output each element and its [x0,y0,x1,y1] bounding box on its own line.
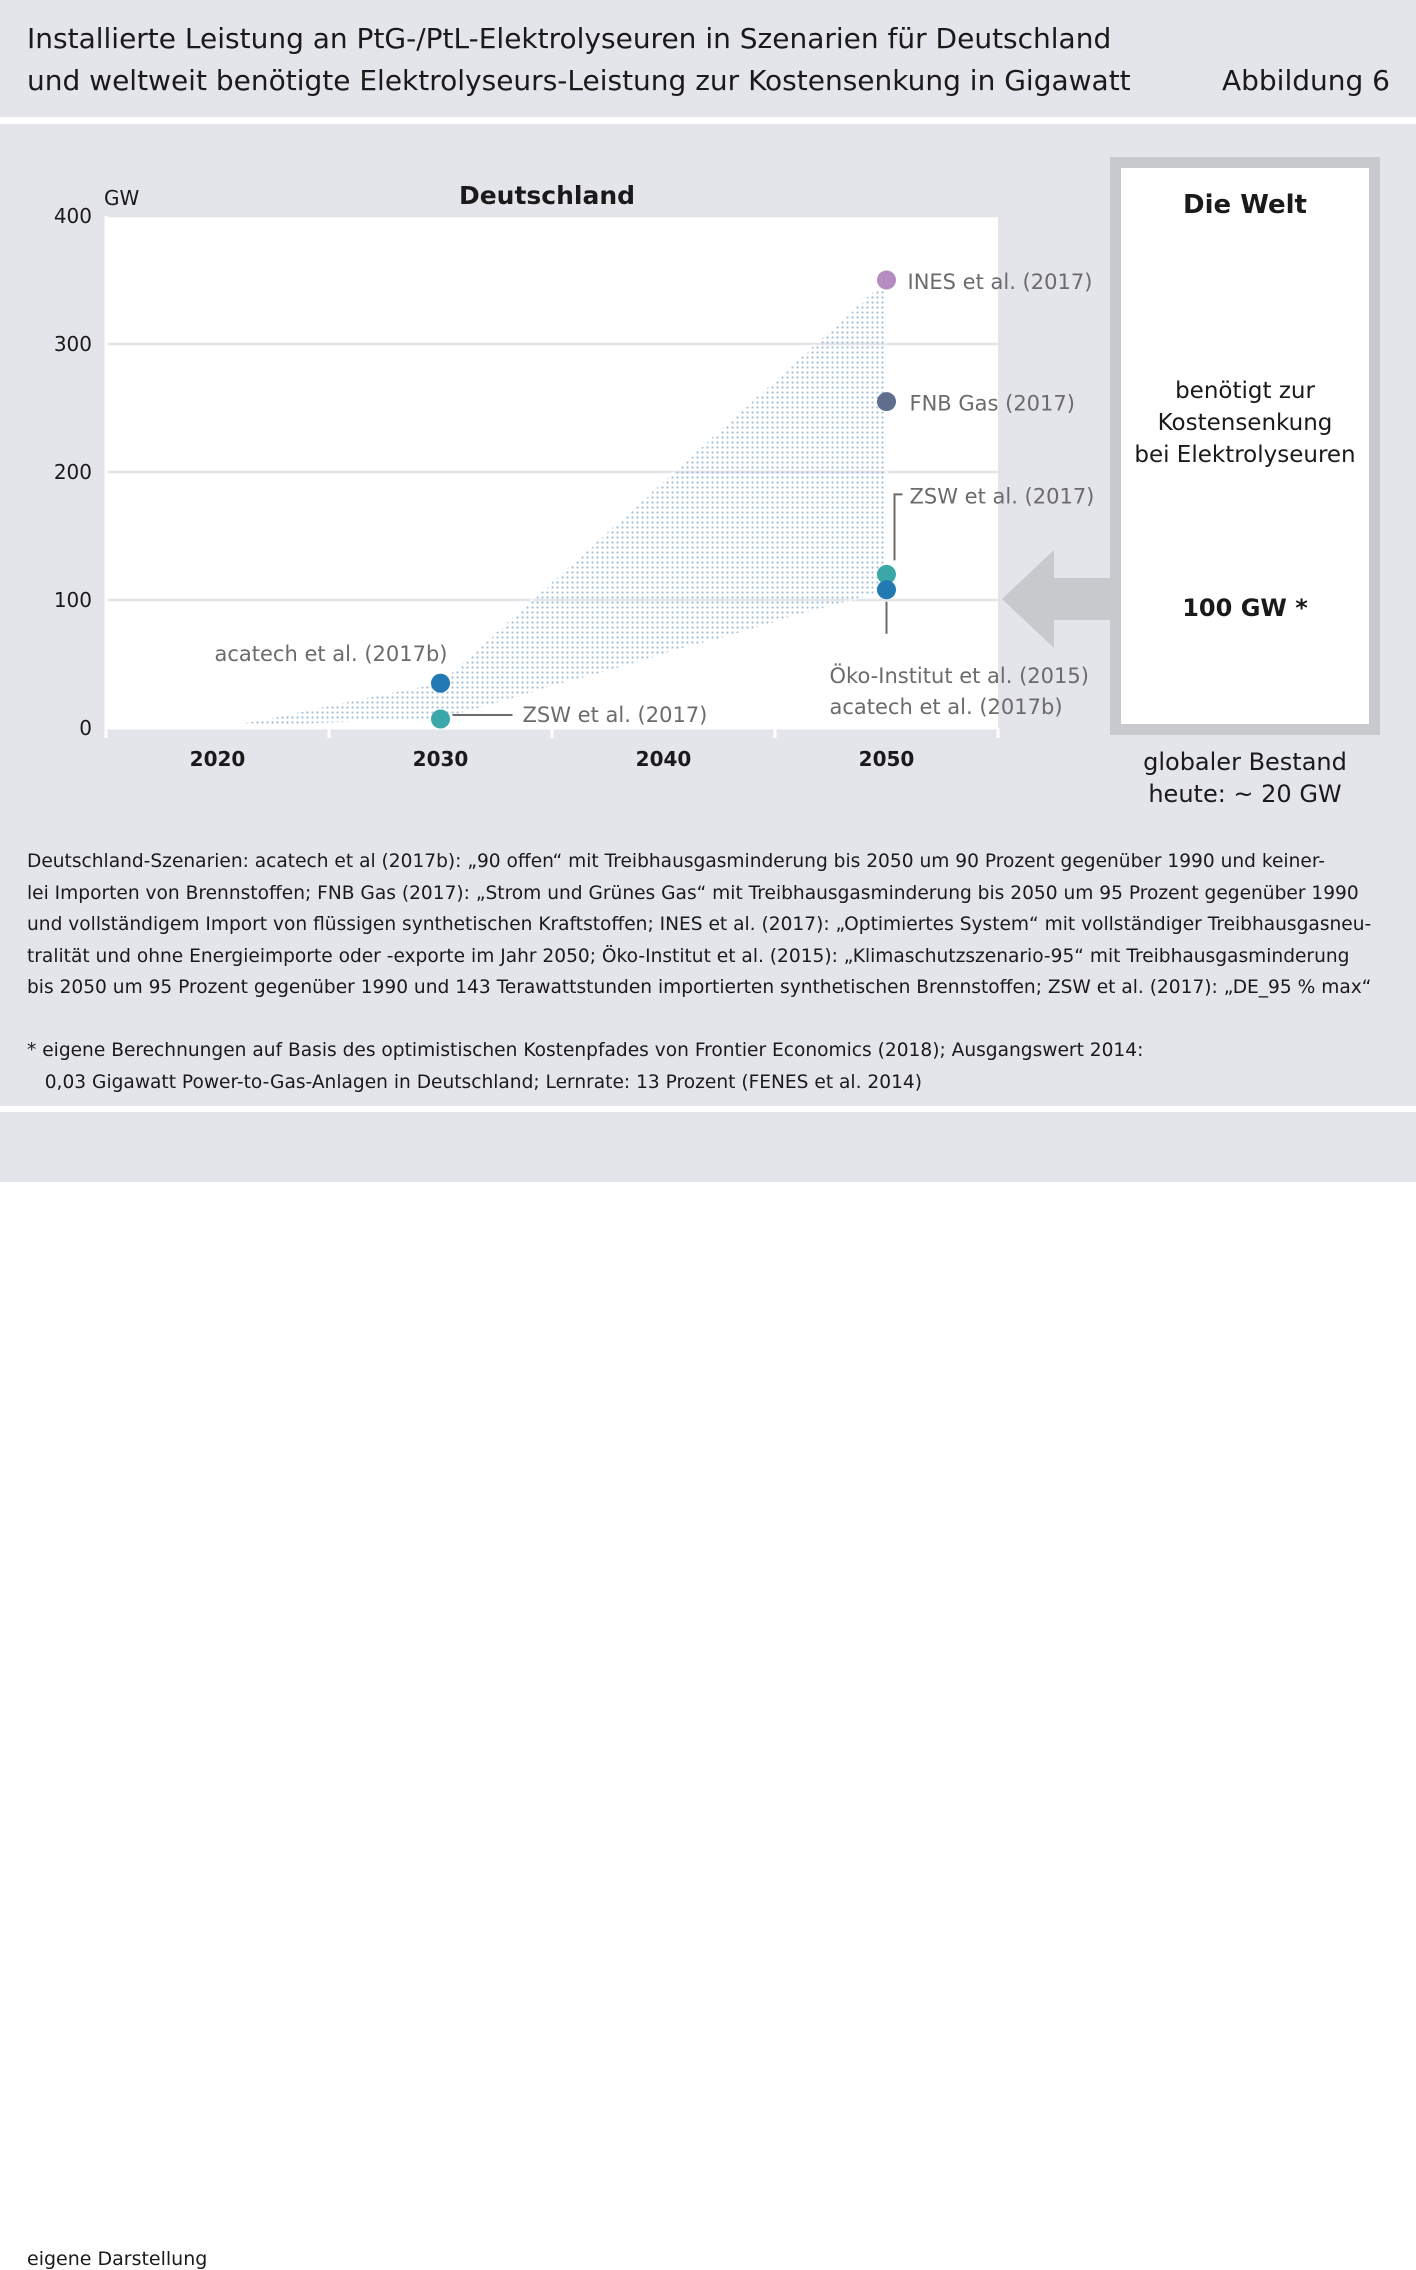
data-point [877,580,896,600]
y-tick-label: 400 [54,204,92,228]
axes [104,216,1000,738]
footnote-line: * eigene Berechnungen auf Basis des opti… [27,1040,1144,1061]
x-tick-label: 2020 [190,747,246,771]
figure-title-line-1: Installierte Leistung an PtG-/PtL-Elektr… [27,22,1112,55]
world-value: 100 GW * [1182,594,1308,622]
world-desc-line: benötigt zur [1175,378,1315,404]
footer-band: eigene Darstellung [0,1112,1416,2270]
scenario-points [431,270,896,729]
header-band: Installierte Leistung an PtG-/PtL-Elektr… [0,0,1416,117]
data-point [877,392,896,412]
y-tick-label: 200 [54,460,92,484]
note-line: bis 2050 um 95 Prozent gegenüber 1990 un… [27,977,1372,998]
x-tick-label: 2040 [636,747,692,771]
global-stock-line: globaler Bestand [1143,748,1347,776]
global-stock-text: globaler Bestand heute: ~ 20 GW [1110,746,1380,810]
x-tick-label: 2030 [413,747,469,771]
chart-title: Deutschland [459,181,635,210]
y-tick-label: 300 [54,332,92,356]
x-tick-labels: 2020 2030 2040 2050 [190,747,915,771]
label-leader-lines [452,493,903,717]
footnote-line: 0,03 Gigawatt Power-to-Gas-Anlagen in De… [27,1071,922,1093]
y-tick-labels: 0 100 200 300 400 [54,204,92,740]
global-stock-line: heute: ~ 20 GW [1148,780,1342,808]
figure-title-line-2: und weltweit benötigte Elektrolyseurs-Le… [27,64,1131,97]
figure-number: Abbildung 6 [1221,64,1390,97]
arrow-icon [1002,550,1110,648]
world-title: Die Welt [1183,190,1307,220]
y-tick-label: 100 [54,588,92,612]
data-point [431,709,450,729]
point-label: Öko-Institut et al. (2015) [830,663,1089,688]
note-line: und vollständigem Import von flüssigen s… [27,914,1372,935]
world-desc-line: bei Elektrolyseuren [1134,442,1356,468]
data-point [877,564,896,584]
note-line: Deutschland-Szenarien: acatech et al (20… [27,851,1325,872]
germany-chart: 0 100 200 300 400 2020 2030 2040 2050 GW Deutsc… [54,181,1110,771]
data-point [431,673,450,693]
point-label: acatech et al. (2017b) [214,642,447,666]
point-label: ZSW et al. (2017) [523,703,708,727]
note-line: lei Importen von Brennstoffen; FNB Gas (… [27,882,1359,904]
world-description: benötigt zur Kostensenkung bei Elektroly… [1121,375,1369,471]
scenario-notes: Deutschland-Szenarien: acatech et al (20… [27,846,1397,1004]
point-label: FNB Gas (2017) [910,392,1075,416]
y-axis-unit: GW [104,186,139,210]
point-label: acatech et al. (2017b) [830,695,1063,719]
y-tick-label: 0 [79,716,92,740]
data-point [877,270,896,290]
scenario-range-band [217,277,888,729]
scenario-labels: INES et al. (2017) FNB Gas (2017) ZSW et a… [214,270,1094,727]
point-label: ZSW et al. (2017) [910,484,1095,508]
source-note: eigene Darstellung [27,2248,208,2270]
world-box: Die Welt benötigt zur Kostensenkung bei … [1110,157,1380,735]
leader-line [893,493,903,561]
world-desc-line: Kostensenkung [1157,410,1333,436]
footnote: * eigene Berechnungen auf Basis des opti… [27,1035,1143,1098]
note-line: tralität und ohne Energieimporte oder -e… [27,945,1350,967]
point-label: INES et al. (2017) [908,270,1093,294]
x-tick-label: 2050 [859,747,915,771]
